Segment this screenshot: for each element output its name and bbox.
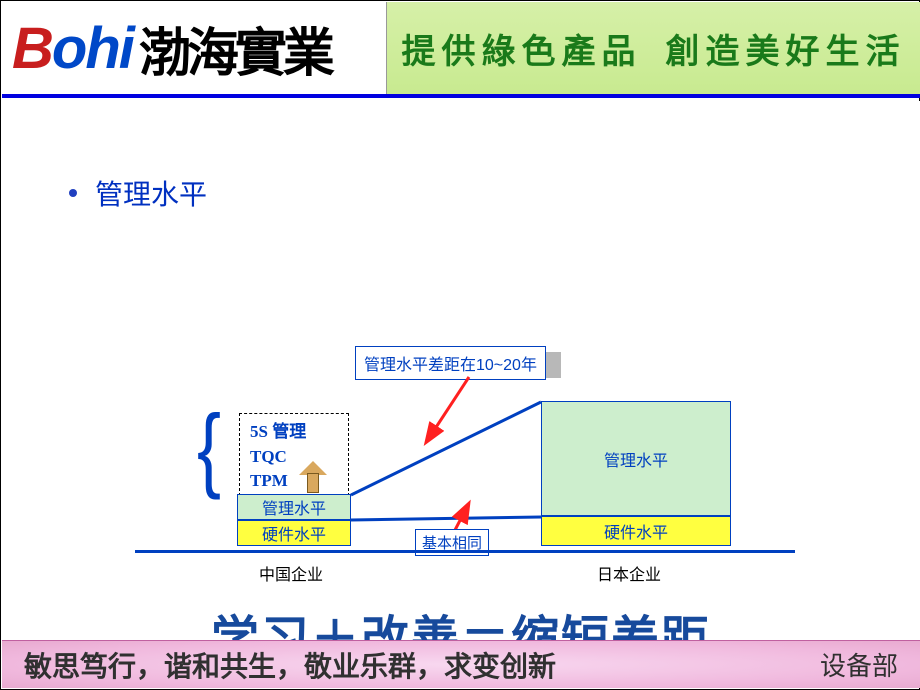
- arrow-up-icon: [301, 463, 325, 493]
- footer-motto: 敏思笃行，谐和共生，敬业乐群，求变创新: [24, 645, 556, 685]
- callout-top: 管理水平差距在10~20年: [355, 346, 546, 380]
- methods-box: 5S 管理 TQC TPM: [239, 413, 349, 501]
- china-caption: 中国企业: [259, 561, 323, 585]
- bullet-dot-icon: [69, 189, 77, 197]
- content: 管理水平 管理水平差距在10~20年 { 5S 管理 TQC TPM 管理水平 …: [1, 101, 920, 641]
- japan-hw-bar: 硬件水平: [541, 516, 731, 546]
- china-hw-bar: 硬件水平: [237, 520, 351, 546]
- brace-icon: {: [197, 402, 221, 496]
- japan-caption: 日本企业: [597, 561, 661, 585]
- slogan-right: 創造美好生活: [666, 24, 906, 73]
- china-mgmt-bar: 管理水平: [237, 494, 351, 520]
- logo-roman: Bohi: [12, 15, 133, 82]
- slogan-left: 提供綠色產品: [402, 24, 642, 73]
- method-1: 5S 管理: [250, 420, 338, 445]
- header: Bohi 渤海實業 提供綠色產品 創造美好生活: [2, 2, 920, 98]
- logo-cn: 渤海實業: [139, 11, 331, 86]
- logo-block: Bohi 渤海實業: [2, 2, 387, 94]
- slogan: 提供綠色產品 創造美好生活: [387, 2, 920, 94]
- japan-mgmt-bar: 管理水平: [541, 401, 731, 516]
- bullet-text: 管理水平: [95, 173, 207, 213]
- bullet-title: 管理水平: [69, 173, 207, 213]
- slide: Bohi 渤海實業 提供綠色產品 創造美好生活 管理水平 管理水平差距在10~2…: [0, 0, 920, 690]
- baseline: [135, 550, 795, 553]
- footer-dept: 设备部: [820, 646, 898, 683]
- footer: 敏思笃行，谐和共生，敬业乐群，求变创新 设备部: [2, 640, 920, 688]
